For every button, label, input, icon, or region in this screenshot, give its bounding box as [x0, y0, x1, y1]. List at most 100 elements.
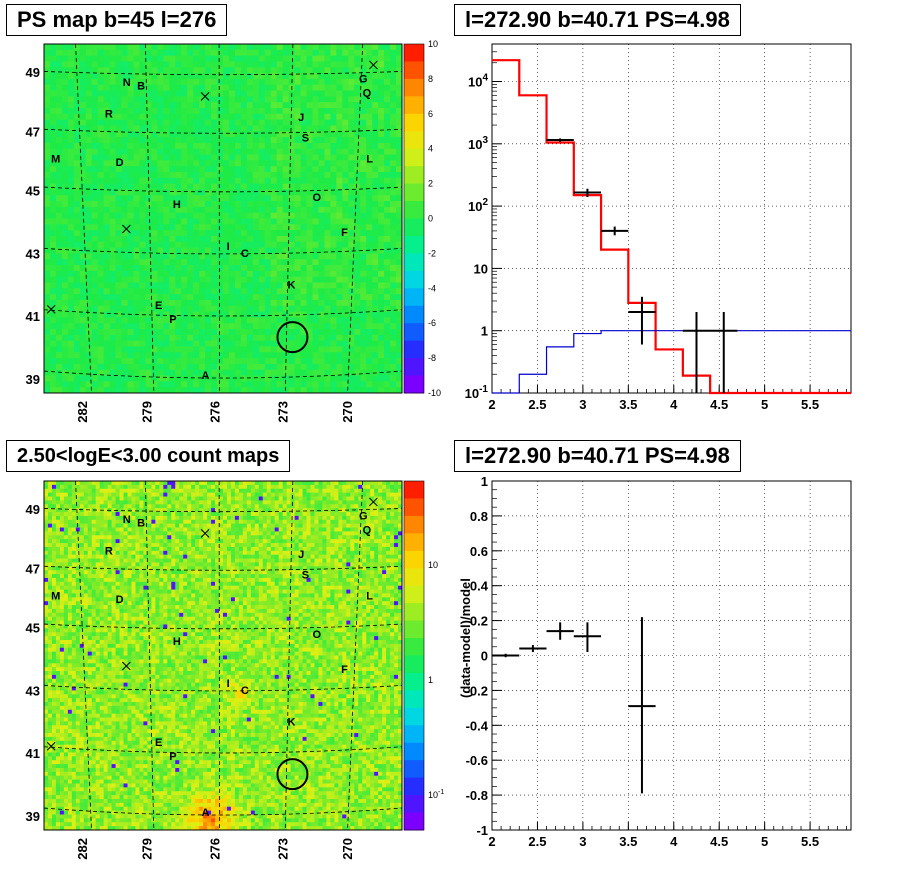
x-tick-label: 270: [340, 401, 355, 423]
x-tick-label: 2.5: [528, 397, 546, 412]
x-tick-label: 2: [488, 397, 495, 412]
colorbar-tick-label: 10: [428, 560, 438, 570]
x-tick-label: 276: [207, 401, 222, 423]
source-label-N: N: [123, 514, 131, 526]
y-tick-label: -1: [476, 823, 488, 838]
colorbar-tick-label: 4: [428, 144, 433, 154]
source-label-E: E: [155, 300, 162, 312]
colorbar-tick-label: 10: [428, 39, 438, 49]
source-label-D: D: [116, 157, 124, 169]
x-tick-label: 3.5: [619, 397, 637, 412]
source-label-R: R: [105, 545, 113, 557]
point-source-circle: [276, 758, 309, 791]
x-marker: [200, 91, 210, 101]
y-tick-label: 0.8: [470, 509, 488, 524]
source-label-O: O: [313, 629, 322, 641]
colorbar-segment: [404, 533, 424, 552]
longitude-line: [284, 43, 294, 394]
latitude-line: [43, 71, 403, 76]
x-marker: [121, 661, 131, 671]
colorbar-segment: [404, 707, 424, 726]
colorbar-segment: [404, 638, 424, 656]
colorbar-segment: [404, 777, 424, 796]
colorbar-segment: [404, 201, 424, 219]
colorbar-frame: [403, 480, 425, 831]
colorbar-segment: [404, 148, 424, 167]
map-frame: [43, 43, 403, 394]
source-label-K: K: [287, 716, 295, 728]
y-tick-label: 10: [474, 261, 488, 276]
colorbar-tick-label: 6: [428, 109, 433, 119]
x-tick-label: 273: [275, 401, 290, 423]
x-tick-label: 3: [579, 834, 586, 849]
colorbar-tick-label: -4: [428, 283, 436, 293]
residual-title: l=272.90 b=40.71 PS=4.98: [454, 440, 741, 472]
y-tick-label: 10-1: [465, 384, 489, 401]
longitude-line: [347, 480, 364, 831]
y-tick-label: 1: [481, 324, 488, 339]
x-tick-label: 282: [75, 401, 90, 423]
latitude-line: [43, 565, 403, 571]
colorbar-segment: [404, 742, 424, 761]
y-tick-label: 0.6: [470, 544, 488, 559]
colorbar-segment: [404, 812, 424, 831]
colorbar-segment: [404, 218, 424, 237]
colorbar-tick-label: -8: [428, 353, 436, 363]
colorbar-segment: [404, 690, 424, 709]
longitude-line: [75, 43, 92, 394]
y-tick-label: 1: [481, 474, 488, 489]
colorbar-tick-label: -10: [428, 388, 441, 398]
latitude-line: [43, 309, 403, 317]
colorbar-segment: [404, 603, 424, 622]
colorbar-segment: [404, 550, 424, 569]
x-tick-label: 2.5: [528, 834, 546, 849]
y-tick-label: 39: [26, 809, 40, 824]
x-marker: [200, 528, 210, 538]
x-tick-label: 276: [207, 838, 222, 860]
colorbar-segment: [404, 568, 424, 587]
colorbar-segment: [404, 270, 424, 289]
source-label-P: P: [169, 314, 176, 326]
colorbar-segment: [404, 481, 424, 499]
latitude-line: [43, 370, 403, 379]
source-label-D: D: [116, 594, 124, 606]
x-tick-label: 5: [761, 397, 768, 412]
source-label-N: N: [123, 77, 131, 89]
colorbar-segment: [404, 672, 424, 691]
y-tick-label: 102: [468, 197, 488, 214]
colorbar-tick-label: 0: [428, 214, 433, 224]
latitude-line: [43, 807, 403, 816]
x-tick-label: 279: [139, 401, 154, 423]
colorbar-segment: [404, 305, 424, 324]
longitude-line: [75, 480, 92, 831]
source-label-C: C: [241, 685, 249, 697]
source-label-A: A: [202, 807, 210, 819]
source-label-L: L: [366, 154, 373, 166]
source-label-O: O: [313, 192, 322, 204]
y-tick-label: 104: [468, 73, 488, 90]
coordinate-grid: [43, 43, 403, 394]
source-label-P: P: [169, 751, 176, 763]
colorbar-segment: [404, 515, 424, 534]
series-step-1: [492, 330, 851, 394]
count-map-title: 2.50<logE<3.00 count maps: [6, 440, 291, 472]
latitude-line: [43, 746, 403, 754]
colorbar-tick-label: -6: [428, 318, 436, 328]
map-pixels: [44, 481, 403, 831]
colorbar-segment: [404, 183, 424, 202]
x-marker: [121, 224, 131, 234]
x-tick-label: 279: [139, 838, 154, 860]
latitude-line: [43, 128, 403, 134]
plot-frame: [491, 480, 852, 831]
colorbar-segment: [404, 166, 424, 185]
source-label-G: G: [359, 510, 368, 522]
y-tick-label: 47: [26, 561, 40, 576]
latitude-line: [43, 508, 403, 513]
x-tick-label: 4: [670, 834, 678, 849]
x-tick-label: 282: [75, 838, 90, 860]
y-tick-label: 0: [481, 649, 488, 664]
y-tick-label: 47: [26, 124, 40, 139]
x-marker: [46, 304, 56, 314]
